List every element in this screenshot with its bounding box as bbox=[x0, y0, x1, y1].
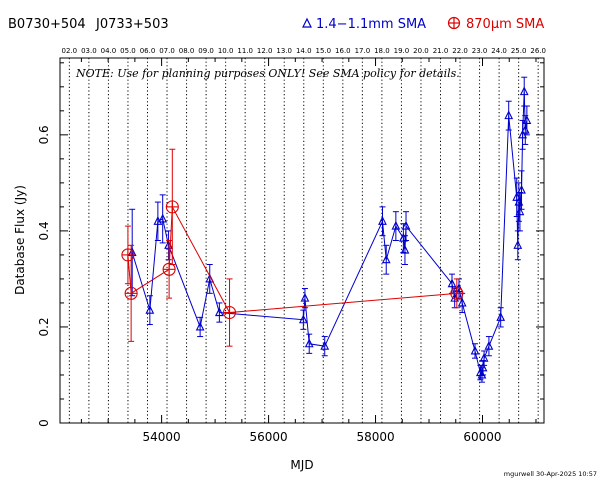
x-tick-label: 60000 bbox=[463, 430, 501, 444]
data-point-circle-plus bbox=[124, 286, 138, 300]
data-point-triangle bbox=[479, 352, 489, 362]
data-point-triangle bbox=[515, 206, 525, 216]
data-point-triangle bbox=[517, 184, 526, 194]
planning-note: NOTE: Use for planning purposes ONLY! Se… bbox=[75, 67, 460, 80]
year-label: 14.0 bbox=[296, 47, 312, 55]
data-point-triangle bbox=[391, 220, 401, 230]
year-label: 21.0 bbox=[433, 47, 449, 55]
data-point-circle-plus bbox=[162, 262, 176, 276]
data-point-triangle bbox=[513, 240, 523, 249]
year-label: 02.0 bbox=[62, 47, 78, 55]
year-label: 22.0 bbox=[452, 47, 468, 55]
year-label: 05.0 bbox=[120, 47, 136, 55]
data-point-triangle bbox=[470, 345, 480, 355]
series-triangle bbox=[127, 76, 532, 383]
year-label: 19.0 bbox=[394, 47, 410, 55]
year-label: 17.0 bbox=[355, 47, 371, 55]
data-point-triangle bbox=[484, 340, 494, 350]
year-label: 23.0 bbox=[472, 47, 488, 55]
legend-label-red: 870μm SMA bbox=[466, 17, 544, 32]
data-point-circle-plus bbox=[450, 286, 464, 300]
data-point-circle-plus bbox=[165, 200, 179, 214]
data-point-triangle bbox=[514, 196, 524, 206]
year-label: 08.0 bbox=[179, 47, 195, 55]
series-line bbox=[131, 91, 528, 377]
data-point-triangle bbox=[127, 247, 137, 257]
y-tick-label: 0.6 bbox=[37, 125, 51, 144]
year-gridlines bbox=[68, 58, 539, 423]
year-label: 07.0 bbox=[159, 47, 175, 55]
data-series bbox=[121, 76, 532, 383]
x-tick-label: 58000 bbox=[356, 430, 394, 444]
data-point-triangle bbox=[504, 110, 514, 120]
y-tick-label: 0.2 bbox=[37, 317, 51, 336]
year-label: 18.0 bbox=[374, 47, 390, 55]
legend-triangle-marker bbox=[302, 17, 312, 28]
plot-frame bbox=[59, 57, 545, 424]
data-point-triangle bbox=[145, 304, 155, 314]
data-point-triangle bbox=[195, 321, 205, 331]
data-point-triangle bbox=[158, 213, 168, 223]
x-axis-title: MJD bbox=[290, 458, 313, 472]
y-axis-title: Database Flux (Jy) bbox=[13, 185, 27, 295]
year-label: 15.0 bbox=[316, 47, 332, 55]
source-name-b1950: B0730+504 bbox=[8, 17, 86, 32]
year-label: 09.0 bbox=[198, 47, 214, 55]
year-label: 24.0 bbox=[491, 47, 507, 55]
year-label: 16.0 bbox=[335, 47, 351, 55]
year-label: 20.0 bbox=[413, 47, 429, 55]
author-timestamp: mgurwell 30-Apr-2025 10:57 bbox=[504, 470, 597, 478]
data-point-triangle bbox=[381, 254, 391, 264]
year-label: 12.0 bbox=[257, 47, 273, 55]
source-name-j2000: J0733+503 bbox=[95, 17, 169, 32]
y-tick-label: 0 bbox=[37, 419, 51, 427]
year-label: 25.0 bbox=[511, 47, 527, 55]
data-point-triangle bbox=[401, 220, 411, 230]
data-point-circle-plus bbox=[222, 305, 237, 320]
x-tick-label: 54000 bbox=[143, 430, 181, 444]
data-point-triangle bbox=[300, 292, 310, 302]
data-point-triangle bbox=[519, 86, 529, 96]
x-tick-label: 56000 bbox=[249, 430, 287, 444]
data-point-triangle bbox=[478, 362, 488, 372]
series-line bbox=[127, 205, 457, 314]
series-circle-plus bbox=[121, 148, 464, 347]
data-point-triangle bbox=[522, 115, 532, 124]
legend-label-blue: 1.4−1.1mm SMA bbox=[316, 17, 426, 32]
y-tick-label: 0.4 bbox=[37, 221, 51, 240]
data-point-triangle bbox=[378, 216, 387, 225]
data-point-triangle bbox=[320, 340, 330, 350]
data-point-triangle bbox=[447, 278, 457, 288]
data-point-triangle bbox=[400, 244, 410, 254]
data-point-triangle bbox=[304, 338, 314, 348]
data-point-triangle bbox=[214, 307, 224, 317]
data-point-triangle bbox=[496, 312, 506, 321]
year-label: 06.0 bbox=[140, 47, 156, 55]
year-label: 26.0 bbox=[530, 47, 546, 55]
year-label: 03.0 bbox=[81, 47, 97, 55]
data-point-triangle bbox=[457, 297, 467, 307]
axes: 54000 56000 58000 60000 0 0.2 0.4 0.6 bbox=[37, 58, 544, 444]
year-label: 04.0 bbox=[101, 47, 117, 55]
year-label: 11.0 bbox=[237, 47, 253, 55]
year-label: 10.0 bbox=[218, 47, 234, 55]
data-point-circle-plus bbox=[121, 248, 135, 262]
year-labels: 02.0 03.0 04.0 05.0 06.0 07.0 08.0 09.0 10.0 11.0… bbox=[62, 47, 546, 55]
year-label: 13.0 bbox=[276, 47, 292, 55]
data-point-triangle bbox=[298, 314, 308, 324]
legend: 1.4−1.1mm SMA 870μm SMA bbox=[302, 16, 544, 32]
